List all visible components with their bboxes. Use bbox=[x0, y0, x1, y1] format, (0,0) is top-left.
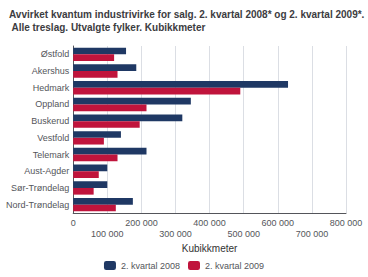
svg-text:100 000: 100 000 bbox=[91, 229, 124, 239]
svg-text:800 000: 800 000 bbox=[330, 218, 363, 228]
svg-text:0: 0 bbox=[71, 218, 76, 228]
svg-text:400 000: 400 000 bbox=[193, 218, 226, 228]
svg-text:Hedmark: Hedmark bbox=[33, 83, 70, 93]
svg-text:Buskerud: Buskerud bbox=[31, 116, 69, 126]
svg-text:2. kvartal 2008: 2. kvartal 2008 bbox=[121, 261, 180, 271]
svg-text:Alle treslag. Utvalgte fylker.: Alle treslag. Utvalgte fylker. Kubikkmet… bbox=[9, 22, 205, 33]
svg-text:2. kvartal 2009: 2. kvartal 2009 bbox=[205, 261, 264, 271]
svg-text:500 000: 500 000 bbox=[227, 229, 260, 239]
svg-text:600 000: 600 000 bbox=[262, 218, 295, 228]
svg-text:Vestfold: Vestfold bbox=[37, 133, 69, 143]
svg-text:Kubikkmeter: Kubikkmeter bbox=[182, 243, 238, 254]
svg-text:200 000: 200 000 bbox=[125, 218, 158, 228]
svg-text:700 000: 700 000 bbox=[296, 229, 329, 239]
svg-text:Akershus: Akershus bbox=[32, 66, 70, 76]
svg-text:Aust-Agder: Aust-Agder bbox=[24, 166, 69, 176]
svg-text:Oppland: Oppland bbox=[35, 99, 69, 109]
svg-text:Telemark: Telemark bbox=[33, 150, 70, 160]
svg-text:Østfold: Østfold bbox=[41, 49, 70, 59]
svg-text:Avvirket kvantum industrivirke: Avvirket kvantum industrivirke for salg.… bbox=[9, 9, 365, 20]
svg-text:Nord-Trøndelag: Nord-Trøndelag bbox=[6, 200, 69, 210]
svg-text:300 000: 300 000 bbox=[159, 229, 192, 239]
svg-text:Sør-Trøndelag: Sør-Trøndelag bbox=[11, 183, 69, 193]
